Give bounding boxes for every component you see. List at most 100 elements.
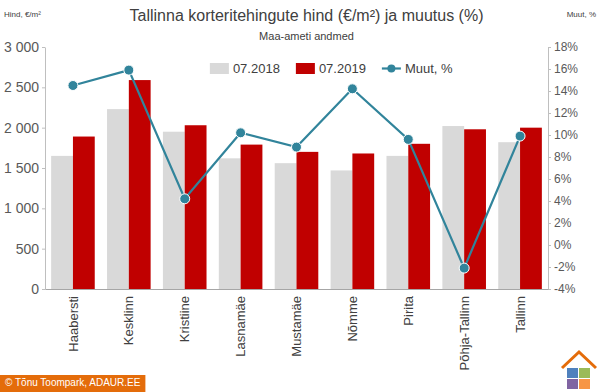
markers [68, 65, 525, 273]
tick: Lasnamäe [233, 296, 248, 357]
bar [331, 170, 353, 289]
y2-axis-title: Muut, % [567, 10, 596, 19]
tick-mark [42, 128, 45, 129]
tick: Põhja-Tallinn [457, 296, 472, 370]
tick: -4% [548, 282, 576, 296]
tick-label: Mustamäe [289, 296, 304, 357]
tick: 2 000 [4, 120, 45, 136]
axis-line [548, 48, 549, 290]
tick-mark [548, 69, 551, 70]
tick: Nõmme [345, 296, 360, 342]
tick-mark [548, 267, 551, 268]
tick-mark [548, 223, 551, 224]
tick-label: 12% [554, 106, 578, 120]
tick: 2 500 [4, 79, 45, 95]
title: Tallinna korteritehingute hind (€/m²) ja… [130, 7, 484, 24]
bar [275, 163, 297, 289]
bar [51, 156, 73, 289]
marker [180, 194, 190, 204]
tick: 1 500 [4, 160, 45, 176]
tick: Kristiine [177, 296, 192, 342]
legend-label: 07.2019 [319, 61, 366, 76]
tick-label: -2% [554, 260, 576, 274]
tick: Tallinn [513, 296, 528, 333]
tick: 8% [548, 150, 572, 164]
tick: 16% [548, 62, 578, 76]
line [73, 70, 520, 268]
tick-label: Tallinn [513, 296, 528, 333]
tick: 2% [548, 216, 572, 230]
bar-series [73, 80, 542, 289]
tick-mark [548, 135, 551, 136]
tick: 12% [548, 106, 578, 120]
tick: Pirita [401, 295, 416, 325]
x-axis: Haabersti Kesklinn Kristiine Lasnamäe Mustam… [46, 290, 549, 371]
tick-mark [548, 47, 551, 48]
chart: Tallinna korteritehingute hind (€/m²) ja… [0, 0, 600, 392]
bar [386, 156, 408, 289]
source-box [0, 375, 145, 392]
tick-mark [42, 87, 45, 88]
tick-label: Kristiine [177, 296, 192, 342]
tick-label: 10% [554, 128, 578, 142]
bar [185, 125, 207, 289]
logo-piece [579, 379, 590, 389]
bar [107, 109, 129, 289]
tick-mark [42, 208, 45, 209]
tick-label: 500 [16, 241, 40, 257]
bar [352, 153, 374, 289]
bar [241, 145, 263, 289]
tick: 14% [548, 84, 578, 98]
plot-area [51, 65, 542, 289]
tick-label: 0 [31, 281, 39, 297]
legend-swatch [210, 63, 229, 74]
tick-label: 1 000 [4, 200, 39, 216]
tick-label: Lasnamäe [233, 296, 248, 357]
marker [292, 142, 302, 152]
tick-label: Haabersti [65, 296, 80, 352]
tick: Haabersti [65, 296, 80, 352]
tick-label: 14% [554, 84, 578, 98]
marker [124, 65, 134, 75]
tick: 1 000 [4, 200, 45, 216]
bar [219, 158, 241, 289]
tick-label: 0% [554, 238, 572, 252]
legend: 07.2018 07.2019 Muut, % [210, 61, 453, 76]
tick-mark [548, 179, 551, 180]
source: © Tõnu Toompark, ADAUR.EE [0, 375, 145, 392]
tick-label: 2 000 [4, 120, 39, 136]
tick: 3 000 [4, 39, 45, 55]
tick-mark [548, 91, 551, 92]
marker [515, 131, 525, 141]
tick: 0% [548, 238, 572, 252]
marker [459, 263, 469, 273]
logo [562, 352, 596, 389]
tick-label: 16% [554, 62, 578, 76]
legend-label: Muut, % [405, 61, 453, 76]
marker [347, 84, 357, 94]
tick-label: 1 500 [4, 160, 39, 176]
axis-line [46, 289, 549, 290]
logo-piece [567, 368, 578, 378]
legend-item: 07.2019 [296, 61, 366, 76]
tick: 6% [548, 172, 572, 186]
tick-label: Kesklinn [121, 296, 136, 345]
tick-label: 4% [554, 194, 572, 208]
tick: 4% [548, 194, 572, 208]
legend-item: 07.2018 [210, 61, 280, 76]
marker [403, 134, 413, 144]
tick: Kesklinn [121, 296, 136, 345]
tick: Mustamäe [289, 296, 304, 357]
tick: 500 [16, 241, 45, 257]
tick-mark [42, 249, 45, 250]
legend-item: Muut, % [382, 61, 453, 76]
marker [68, 81, 78, 91]
tick: 10% [548, 128, 578, 142]
tick-label: 3 000 [4, 39, 39, 55]
tick-mark [548, 113, 551, 114]
tick-label: 2% [554, 216, 572, 230]
tick: 0 [31, 281, 45, 297]
tick-label: Põhja-Tallinn [457, 296, 472, 370]
legend-marker [387, 65, 395, 73]
tick-mark [548, 245, 551, 246]
